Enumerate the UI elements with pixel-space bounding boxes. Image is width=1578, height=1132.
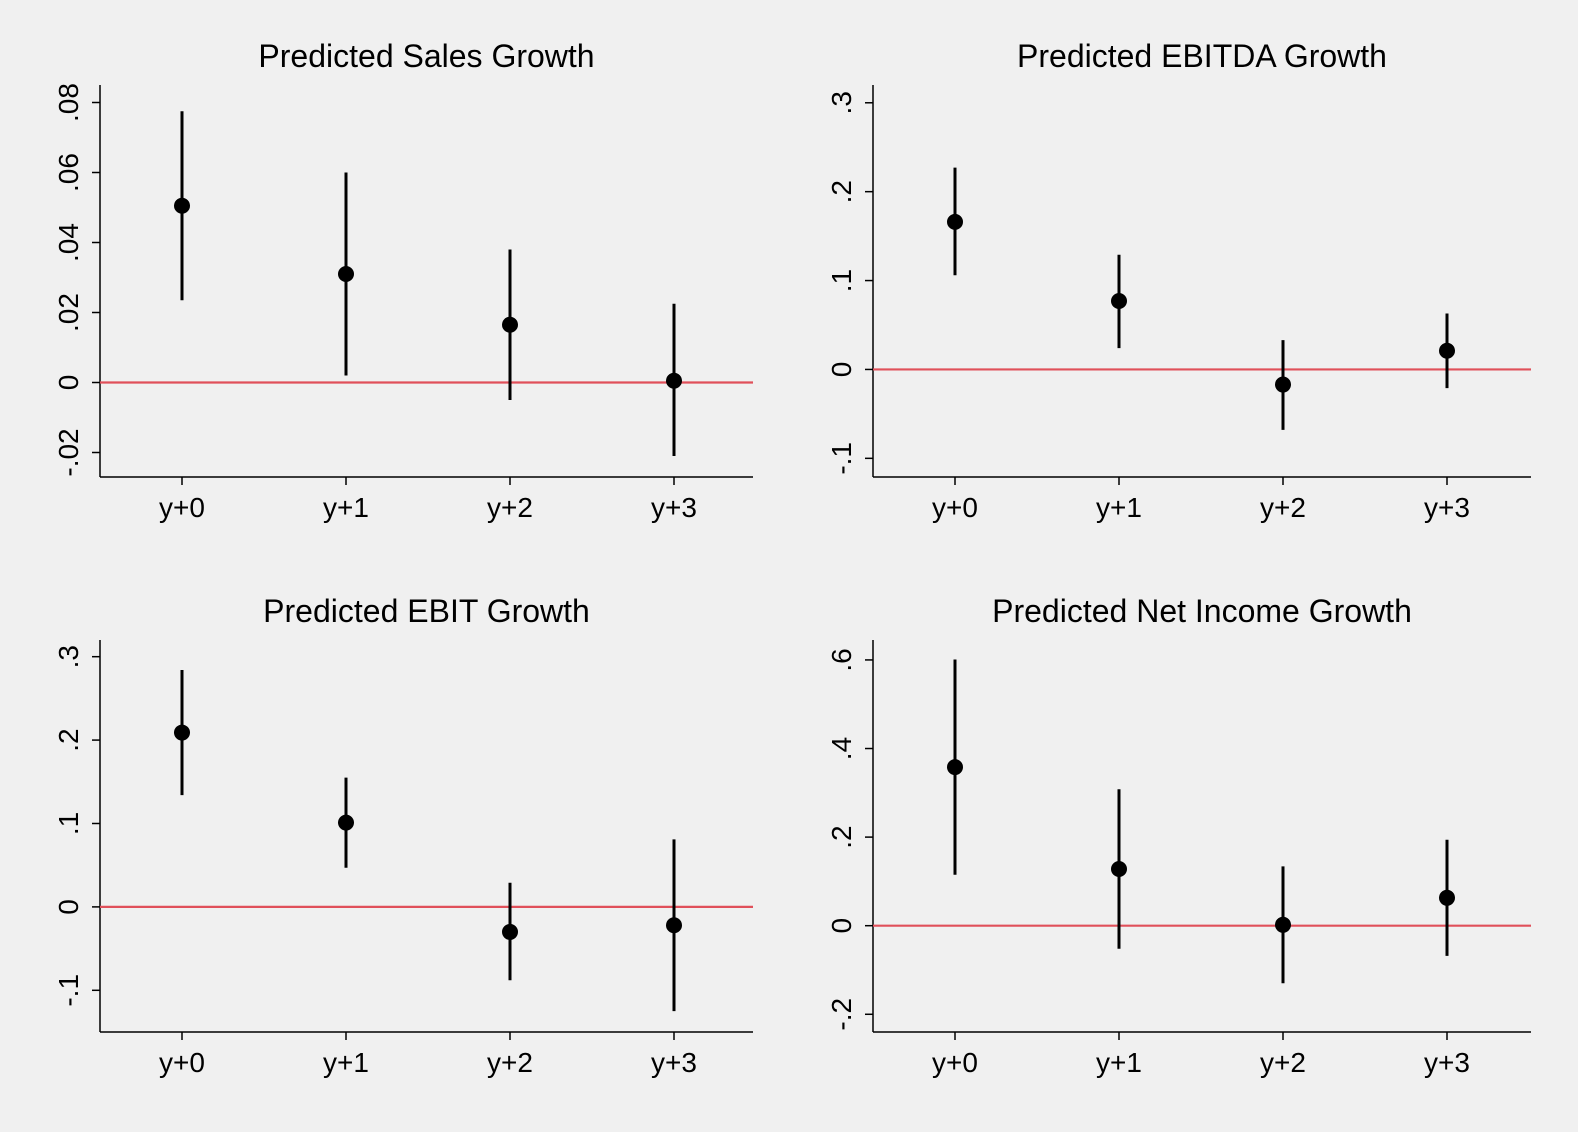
y-tick-label: 0 (53, 899, 84, 915)
y-tick-label: .1 (53, 812, 84, 835)
y-tick-label: .08 (53, 83, 84, 122)
x-tick-label: y+0 (159, 1047, 205, 1078)
chart-panel-1: Predicted Sales Growth -.02 0 .02 .04 .06 .08 y… (53, 38, 753, 523)
y-tick-label: .1 (826, 269, 857, 292)
point-estimate-marker (174, 197, 190, 214)
x-tick-label: y+1 (323, 492, 369, 523)
y-tick-label: .6 (826, 648, 857, 671)
x-tick-label: y+2 (487, 492, 533, 523)
point-estimate-marker (1111, 293, 1127, 309)
y-tick-label: .06 (53, 153, 84, 192)
y-tick-label: -.1 (826, 442, 857, 475)
y-tick-label: .02 (53, 293, 84, 332)
chart-panel-2: Predicted EBITDA Growth -.1 0 .1 .2 .3 y+0 y+1 y… (826, 38, 1531, 523)
x-tick-label: y+0 (932, 492, 978, 523)
chart-title: Predicted EBIT Growth (263, 593, 590, 629)
x-tick-label: y+3 (651, 1047, 697, 1078)
y-tick-label: .3 (826, 91, 857, 114)
x-tick-label: y+2 (1260, 492, 1306, 523)
x-tick-label: y+2 (487, 1047, 533, 1078)
point-estimate-marker (338, 266, 354, 282)
y-tick-label: .04 (53, 223, 84, 262)
y-tick-label: -.02 (53, 428, 84, 476)
chart-title: Predicted EBITDA Growth (1017, 38, 1387, 74)
x-tick-label: y+1 (323, 1047, 369, 1078)
point-estimate-marker (174, 724, 190, 741)
chart-panel-4: Predicted Net Income Growth -.2 0 .2 .4 .6 y+0… (826, 593, 1531, 1078)
point-estimate-marker (666, 372, 682, 389)
y-tick-label: .2 (826, 180, 857, 203)
chart-title: Predicted Sales Growth (258, 38, 594, 74)
x-tick-label: y+1 (1096, 1047, 1142, 1078)
point-estimate-marker (1439, 889, 1455, 906)
point-estimate-marker (1111, 860, 1127, 877)
y-tick-label: 0 (826, 362, 857, 378)
x-tick-label: y+2 (1260, 1047, 1306, 1078)
x-tick-label: y+0 (159, 492, 205, 523)
point-estimate-marker (1275, 916, 1291, 933)
x-tick-label: y+3 (651, 492, 697, 523)
x-tick-label: y+0 (932, 1047, 978, 1078)
y-tick-label: .2 (826, 825, 857, 848)
y-tick-label: 0 (826, 918, 857, 934)
point-estimate-marker (502, 923, 518, 940)
y-tick-label: .4 (826, 737, 857, 760)
point-estimate-marker (666, 917, 682, 934)
point-estimate-marker (502, 316, 518, 333)
x-tick-label: y+3 (1424, 492, 1470, 523)
chart-panel-3: Predicted EBIT Growth -.1 0 .1 .2 .3 y+0 y+1 y+2… (53, 593, 753, 1078)
y-tick-label: .3 (53, 645, 84, 668)
chart-title: Predicted Net Income Growth (992, 593, 1412, 629)
x-tick-label: y+1 (1096, 492, 1142, 523)
y-tick-label: -.1 (53, 974, 84, 1007)
point-estimate-marker (1439, 342, 1455, 359)
point-estimate-marker (947, 759, 963, 776)
x-tick-label: y+3 (1424, 1047, 1470, 1078)
y-tick-label: -.2 (826, 998, 857, 1031)
point-estimate-marker (947, 213, 963, 230)
point-estimate-marker (1275, 376, 1291, 393)
point-estimate-marker (338, 814, 354, 831)
y-tick-label: .2 (53, 728, 84, 751)
y-tick-label: 0 (53, 375, 84, 391)
